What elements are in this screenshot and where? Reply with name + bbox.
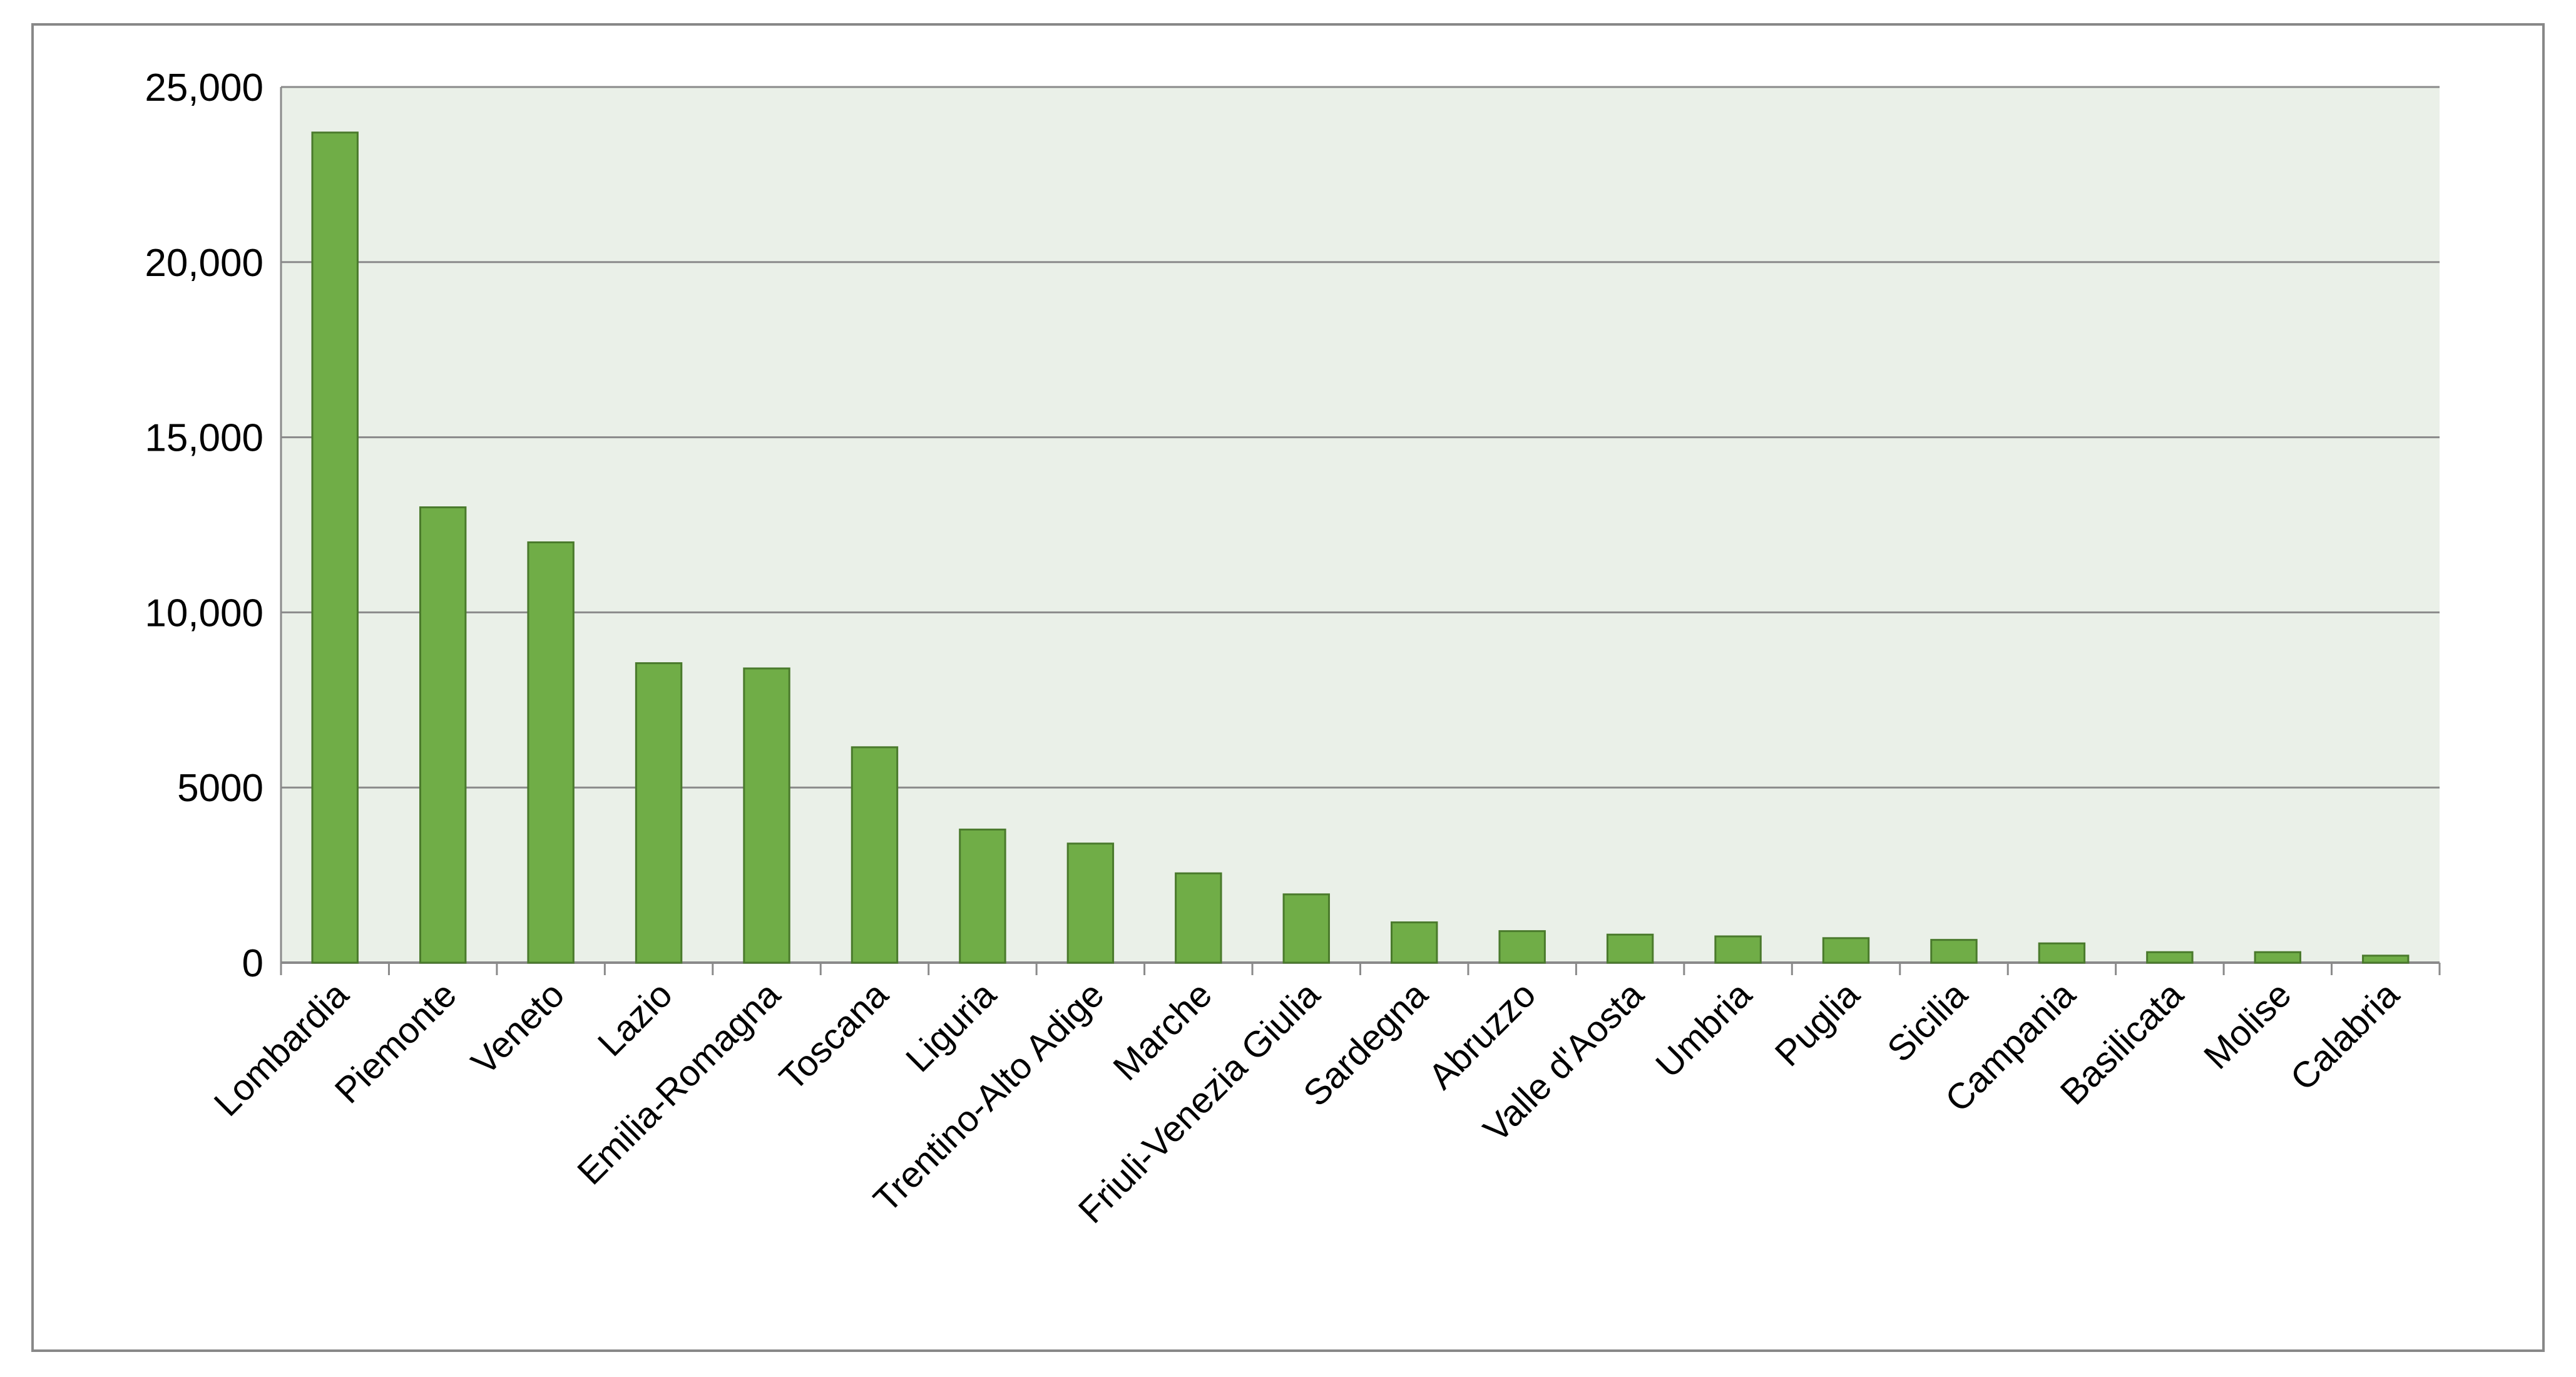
bar	[851, 746, 899, 964]
y-tick-label: 5000	[177, 767, 263, 810]
bar	[1391, 921, 1438, 964]
y-tick-label: 0	[242, 942, 263, 985]
y-tick-label: 15,000	[145, 417, 263, 460]
bar	[1714, 935, 1762, 964]
bar	[1066, 842, 1115, 964]
bar	[1498, 930, 1546, 964]
y-tick-label: 20,000	[145, 242, 263, 285]
bar	[527, 541, 575, 964]
bar	[1282, 893, 1330, 964]
bar	[1930, 939, 1978, 964]
bar	[1822, 937, 1870, 964]
y-tick-label: 25,000	[145, 66, 263, 110]
bar	[2038, 942, 2086, 964]
bar	[743, 667, 790, 964]
bar	[1606, 933, 1654, 964]
bar	[2146, 951, 2194, 964]
bar	[419, 506, 467, 964]
bar	[959, 828, 1006, 964]
y-tick-label: 10,000	[145, 591, 263, 635]
bar	[635, 662, 683, 964]
bar	[2362, 955, 2410, 964]
bar	[1175, 872, 1222, 964]
bar	[311, 131, 359, 964]
plot-area	[281, 87, 2440, 963]
bar	[2254, 951, 2302, 964]
